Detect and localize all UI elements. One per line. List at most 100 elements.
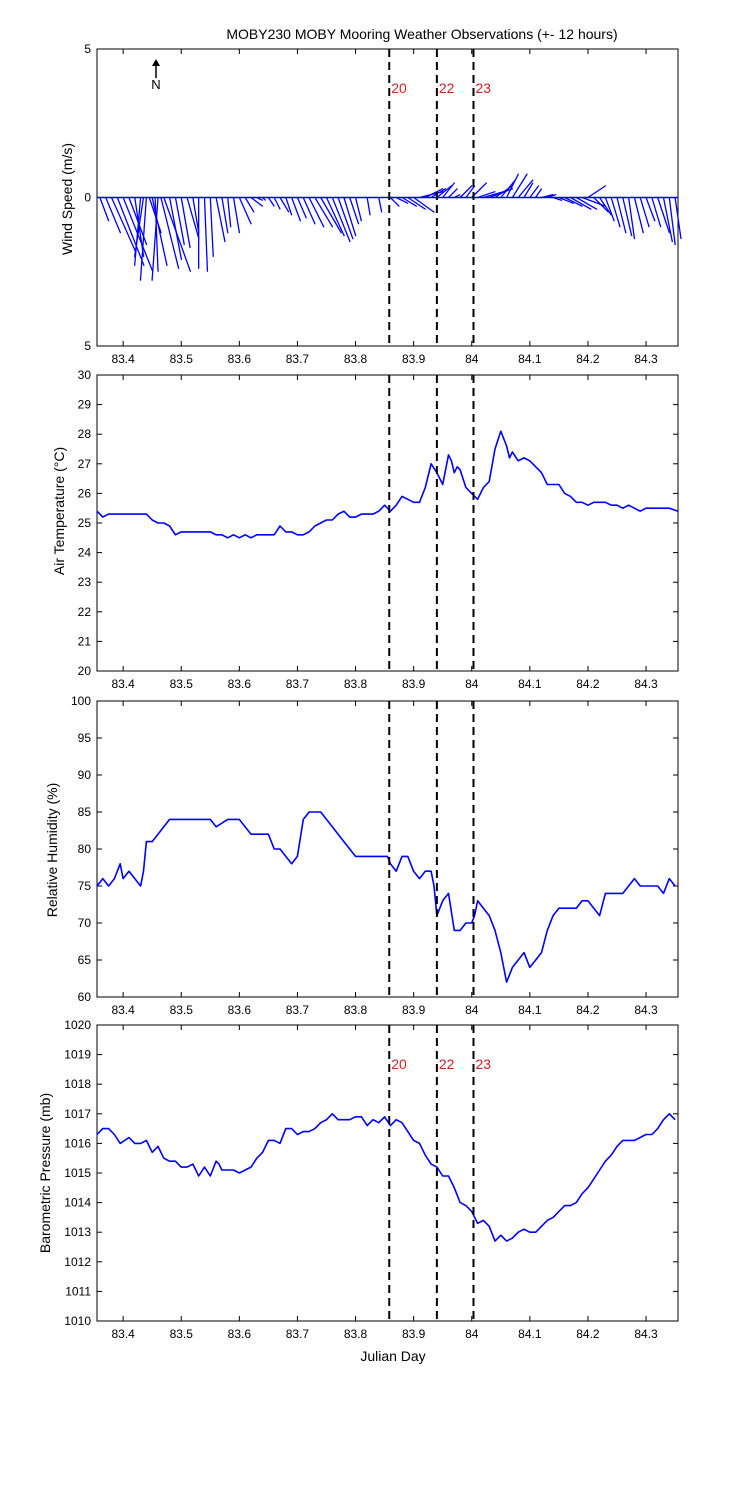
x-tick-label: 84.2	[576, 1003, 600, 1017]
x-tick-label: 84.3	[634, 677, 658, 691]
wind-vector	[215, 197, 226, 243]
plot-frame	[96, 1024, 679, 1322]
y-tick-label: 95	[78, 731, 92, 745]
event-label: 23	[475, 80, 491, 96]
y-tick-label: 30	[78, 368, 92, 382]
x-tick-label: 84.3	[634, 1003, 658, 1017]
wind-vector	[477, 190, 496, 199]
wind-vector	[547, 193, 557, 199]
wind-vector	[267, 197, 275, 207]
y-tick-label: 5	[84, 42, 91, 56]
north-label: N	[151, 77, 160, 92]
wind-vector	[378, 197, 383, 213]
wind-vector	[454, 193, 461, 199]
wind-vector	[320, 197, 343, 234]
wind-vector	[604, 197, 615, 222]
wind-vector	[337, 197, 354, 240]
x-tick-label: 83.5	[170, 1003, 194, 1017]
y-tick-label: 1020	[64, 1018, 91, 1032]
wind-vector	[558, 196, 574, 205]
data-series-line	[96, 430, 679, 539]
y-tick-label: 24	[78, 546, 92, 560]
x-tick-label: 83.9	[402, 352, 426, 366]
wind-vector	[110, 197, 136, 252]
y-tick-label: 1014	[64, 1196, 91, 1210]
wind-vector	[500, 179, 517, 198]
event-label: 20	[391, 80, 407, 96]
y-tick-label: 23	[78, 575, 92, 589]
wind-vector	[314, 197, 334, 228]
x-tick-label: 84.2	[576, 352, 600, 366]
barometric-pressure-panel: Barometric Pressure (mb) Julian Day 83.4…	[37, 1018, 679, 1364]
wind-vector	[250, 196, 264, 207]
wind-vector	[401, 196, 418, 207]
y-tick-label: 1012	[64, 1255, 91, 1269]
air-temperature-axis-label: Air Temperature (°C)	[51, 447, 67, 575]
wind-vector	[517, 179, 534, 198]
event-label: 20	[391, 1056, 407, 1072]
wind-vector	[587, 185, 607, 199]
wind-vector	[232, 197, 241, 234]
north-indicator: N	[151, 59, 161, 92]
wind-vector	[529, 185, 540, 198]
wind-vector	[331, 197, 351, 243]
wind-vector	[465, 185, 476, 198]
x-tick-label: 83.6	[228, 1003, 252, 1017]
x-tick-label: 83.8	[344, 1003, 368, 1017]
wind-vector	[180, 197, 191, 249]
wind-vector	[459, 185, 473, 198]
wind-vector	[227, 197, 232, 228]
wind-vector	[436, 185, 453, 199]
y-tick-label: 1016	[64, 1136, 91, 1150]
wind-vector	[133, 197, 142, 266]
wind-vector	[133, 197, 145, 257]
x-tick-label: 83.9	[402, 677, 426, 691]
wind-vector	[541, 193, 554, 199]
x-tick-label: 83.5	[170, 677, 194, 691]
y-tick-label: 1010	[64, 1314, 91, 1328]
x-tick-label: 83.8	[344, 1327, 368, 1341]
wind-vector	[395, 196, 409, 205]
x-tick-label: 83.7	[286, 1003, 310, 1017]
wind-vector	[627, 197, 636, 240]
plot-frame	[96, 700, 679, 998]
wind-vector	[616, 197, 627, 234]
wind-speed-panel: Wind Speed (m/s) N 83.4 83.5 83.6 83.7 83.8 8…	[59, 42, 682, 366]
wind-vector	[99, 197, 110, 222]
x-tick-label: 83.4	[111, 677, 135, 691]
wind-vector	[674, 197, 682, 240]
wind-vector	[651, 197, 662, 228]
y-tick-label: 26	[78, 486, 92, 500]
wind-vector	[154, 197, 159, 272]
wind-vector	[366, 197, 371, 216]
x-tick-label: 83.6	[228, 1327, 252, 1341]
wind-vector	[186, 197, 200, 240]
y-tick-label: 80	[78, 842, 92, 856]
julian-day-axis-label: Julian Day	[360, 1348, 425, 1364]
event-label: 22	[439, 1056, 455, 1072]
plot-frame	[96, 374, 679, 672]
y-tick-label: 85	[78, 805, 92, 819]
x-tick-label: 84	[465, 352, 479, 366]
wind-vector	[168, 197, 183, 260]
x-tick-label: 84.1	[518, 1003, 542, 1017]
y-tick-label: 21	[78, 634, 92, 648]
relative-humidity-panel: Relative Humidity (%) 83.4 83.5 83.6 83.7 83…	[44, 694, 679, 1017]
x-tick-label: 83.7	[286, 1327, 310, 1341]
x-tick-label: 83.9	[402, 1003, 426, 1017]
wind-vector	[325, 197, 345, 237]
x-tick-label: 83.5	[170, 1327, 194, 1341]
wind-vector	[349, 197, 360, 225]
wind-vector	[279, 197, 290, 213]
wind-vector	[511, 173, 528, 198]
x-tick-label: 84.2	[576, 677, 600, 691]
x-tick-label: 84.3	[634, 1327, 658, 1341]
wind-vector	[535, 188, 543, 198]
wind-vector	[639, 197, 650, 228]
wind-vector	[622, 197, 633, 237]
x-tick-label: 83.8	[344, 677, 368, 691]
wind-vector	[657, 197, 671, 234]
x-tick-label: 84.2	[576, 1327, 600, 1341]
y-tick-label: 27	[78, 457, 92, 471]
wind-vector	[633, 197, 644, 234]
